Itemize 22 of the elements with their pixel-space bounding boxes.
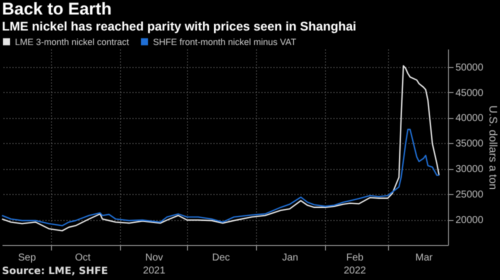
- chart-title: Back to Earth: [2, 0, 112, 18]
- y-tick-label: 20000: [456, 215, 484, 226]
- x-tick-label: Feb 2022: [344, 252, 366, 276]
- y-tick-label: 30000: [456, 164, 484, 176]
- line-series: [1, 65, 440, 232]
- y-tick-label: 40000: [456, 113, 484, 124]
- source-note: Source: LME, SHFE: [2, 266, 108, 277]
- chart-subtitle: LME nickel has reached parity with prices seen in Shanghai: [2, 20, 356, 34]
- y-axis-title: U.S. dollars a ton: [486, 105, 498, 190]
- x-tick-label: Dec: [212, 252, 230, 264]
- y-tick-label: 35000: [456, 138, 484, 150]
- x-tick-label: Jan: [282, 252, 298, 264]
- x-tick-label: Sep: [18, 252, 36, 264]
- x-tick-label: Mar: [415, 252, 434, 264]
- x-tick-label: Oct: [75, 252, 91, 264]
- line-series: [1, 128, 440, 226]
- legend-label: SHFE front-month nickel minus VAT: [153, 36, 297, 47]
- y-tick-label: 50000: [456, 62, 484, 74]
- y-tick-label: 25000: [456, 190, 484, 201]
- x-tick-label: Nov 2021: [143, 252, 166, 276]
- y-tick-label: 45000: [456, 88, 484, 99]
- legend-label: LME 3-month nickel contract: [15, 36, 130, 47]
